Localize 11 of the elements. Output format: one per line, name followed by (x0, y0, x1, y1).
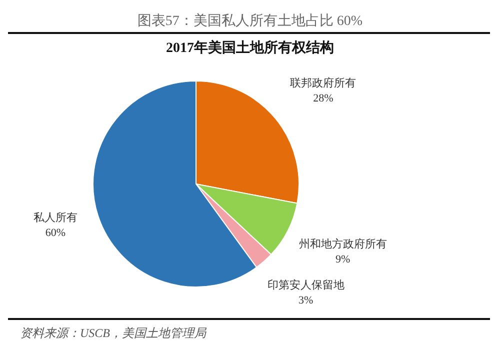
chart-subtitle: 2017年美国土地所有权结构 (166, 39, 334, 56)
slice-label: 联邦政府所有 (290, 76, 356, 90)
data-label: 60% (45, 227, 66, 240)
slice-label: 印第安人保留地 (267, 278, 344, 292)
data-label: 28% (313, 92, 334, 104)
chart-title: 图表57：美国私人所有土地占比 60% (137, 13, 363, 29)
text: 资料来源：USCB，美国土地管理局 (20, 326, 207, 340)
data-label: 3% (298, 294, 314, 307)
slice-label: 州和地方政府所有 (298, 238, 387, 251)
data-label: 9% (335, 254, 350, 266)
slice-label: 私人所有 (34, 211, 78, 224)
